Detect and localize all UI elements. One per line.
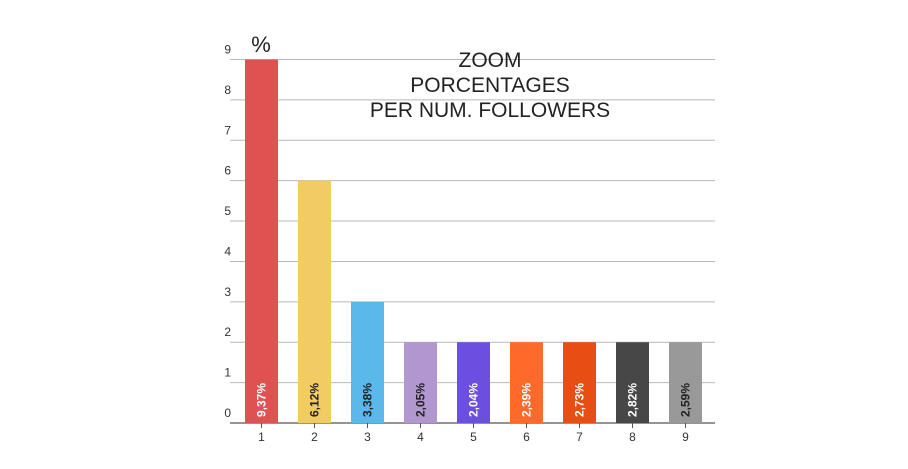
bar-data-label: 2,04% <box>467 383 481 417</box>
y-tick-label: 7 <box>224 123 231 137</box>
bar-4 <box>404 342 437 423</box>
y-tick-label: 3 <box>224 285 231 299</box>
bar-data-label: 2,39% <box>520 383 534 417</box>
bar-8 <box>616 342 649 423</box>
bar-9 <box>669 342 702 423</box>
bar-5 <box>457 342 490 423</box>
x-tick-label: 9 <box>682 430 689 444</box>
y-tick-label: 6 <box>224 164 231 178</box>
y-tick-label: 4 <box>224 244 231 258</box>
bars: 9,37% 6,12% 3,38% 2,05% 2,04% 2,39% 2,73% 2,82%… <box>245 59 702 423</box>
y-tick-label: 9 <box>224 43 231 57</box>
bar-3 <box>351 301 384 423</box>
x-axis-ticks: 1 2 3 4 5 6 7 8 9 <box>258 423 689 444</box>
y-tick-label: 1 <box>224 366 231 380</box>
x-tick-label: 8 <box>629 430 636 444</box>
x-tick-label: 7 <box>576 430 583 444</box>
y-axis-ticks: 0 1 2 3 4 5 6 7 8 9 <box>224 43 231 421</box>
bar-data-label: 2,59% <box>679 383 693 417</box>
bar-data-label: 6,12% <box>308 383 322 417</box>
y-tick-label: 5 <box>224 204 231 218</box>
bar-2 <box>298 180 331 423</box>
bar-7 <box>563 342 596 423</box>
unit-label: % <box>251 32 271 57</box>
bar-data-label: 9,37% <box>255 383 269 417</box>
x-tick-label: 3 <box>364 430 371 444</box>
x-tick-label: 4 <box>417 430 424 444</box>
bar-data-label: 3,38% <box>361 383 375 417</box>
x-tick-label: 5 <box>470 430 477 444</box>
x-tick-label: 6 <box>523 430 530 444</box>
y-tick-label: 2 <box>224 325 231 339</box>
y-tick-label: 8 <box>224 83 231 97</box>
bar-1 <box>245 59 278 423</box>
bar-data-label: 2,82% <box>626 383 640 417</box>
chart-title-line-1: ZOOM <box>459 49 522 72</box>
bar-data-label: 2,73% <box>573 383 587 417</box>
x-tick-label: 1 <box>258 430 265 444</box>
chart-title-line-2: PORCENTAGES <box>410 74 569 97</box>
y-tick-label: 0 <box>224 406 231 420</box>
bar-data-label: 2,05% <box>414 383 428 417</box>
chart-title-line-3: PER NUM. FOLLOWERS <box>370 99 610 122</box>
bar-6 <box>510 342 543 423</box>
x-tick-label: 2 <box>311 430 318 444</box>
